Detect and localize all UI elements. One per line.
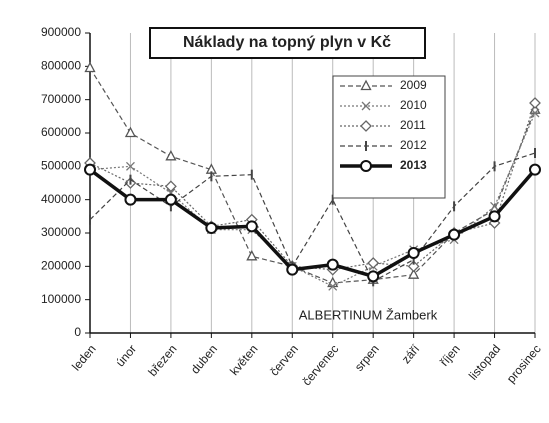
y-tick-label: 300000 <box>41 225 81 239</box>
x-tick-label: červen <box>267 342 301 379</box>
x-tick-label: září <box>399 341 423 366</box>
marker <box>408 268 420 279</box>
marker <box>84 163 96 176</box>
x-tick-label: únor <box>113 342 139 369</box>
y-tick-label: 200000 <box>41 259 81 273</box>
series-line <box>88 168 537 279</box>
x-tick-label: listopad <box>466 342 503 383</box>
marker <box>328 281 338 291</box>
x-tick-label: říjen <box>437 342 463 369</box>
marker <box>84 61 96 73</box>
y-tick-label: 0 <box>74 325 81 339</box>
x-tick-label: květen <box>227 342 260 378</box>
marker <box>124 126 137 138</box>
series-line <box>89 102 536 271</box>
plot: 0 100000 200000 300000 400000 500000 600000 700… <box>41 25 544 388</box>
title-box <box>149 27 426 59</box>
x-tick-label: červenec <box>299 342 341 388</box>
series-line <box>89 112 536 288</box>
marker <box>245 220 258 233</box>
marker <box>488 210 501 223</box>
marker <box>529 97 541 109</box>
x-tick-label: duben <box>188 342 220 377</box>
y-tick-label: 600000 <box>41 125 81 139</box>
y-tick-label: 900000 <box>41 25 81 39</box>
y-tick-label: 400000 <box>41 192 81 206</box>
legend-label: 2009 <box>400 78 427 92</box>
y-tick-label: 800000 <box>41 59 81 73</box>
y-tick-label: 700000 <box>41 92 81 106</box>
marker <box>367 270 380 283</box>
legend: 2009 2010 2011 2012 2013 <box>332 75 446 199</box>
legend-label: 2010 <box>400 98 427 112</box>
marker <box>124 193 137 206</box>
legend-label: 2013 <box>400 158 427 172</box>
x-tick-label: srpen <box>352 342 382 374</box>
marker <box>246 249 258 261</box>
marker <box>360 79 372 91</box>
marker <box>286 263 299 276</box>
marker <box>165 149 177 161</box>
marker <box>164 193 177 206</box>
marker <box>448 228 461 241</box>
x-tick-label: leden <box>69 342 99 374</box>
marker <box>205 222 218 234</box>
marker <box>490 201 500 211</box>
marker <box>326 258 339 271</box>
marker <box>407 260 420 273</box>
series-line <box>89 152 536 283</box>
series-line <box>89 67 536 284</box>
legend-label: 2011 <box>400 118 426 132</box>
x-tick-label: březen <box>145 342 179 379</box>
legend-label: 2012 <box>400 138 427 152</box>
marker <box>125 161 135 171</box>
legend-box <box>332 75 446 199</box>
marker <box>360 160 372 172</box>
annotation: ALBERTINUM Žamberk <box>299 307 438 322</box>
x-tick-label: prosinec <box>504 342 544 386</box>
marker <box>360 120 372 132</box>
chart-title: Náklady na topný plyn v Kč <box>183 34 391 51</box>
marker <box>164 180 177 193</box>
y-tick-label: 100000 <box>41 292 81 306</box>
marker <box>407 247 420 259</box>
marker <box>367 257 380 269</box>
y-tick-label: 500000 <box>41 159 81 173</box>
marker <box>361 101 371 111</box>
marker <box>529 163 541 176</box>
